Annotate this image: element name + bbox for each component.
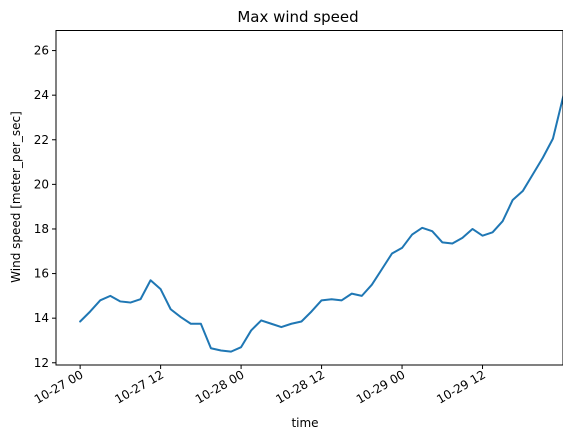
y-tick-label: 24 [34, 88, 49, 102]
y-axis: 12 14 16 18 20 22 24 26 [34, 44, 56, 370]
plot-area [55, 30, 563, 366]
x-tick-label: 10-28 00 [193, 367, 247, 406]
y-axis-label: Wind speed [meter_per_sec] [9, 111, 23, 283]
x-tick-label: 10-27 12 [112, 367, 166, 406]
x-axis-label: time [291, 416, 318, 430]
y-tick-label: 14 [34, 311, 49, 325]
x-tick-label: 10-27 00 [32, 367, 86, 406]
x-tick-label: 10-29 00 [354, 367, 408, 406]
y-tick-label: 18 [34, 222, 49, 236]
y-tick-label: 20 [34, 177, 49, 191]
x-tick-label: 10-29 12 [434, 367, 488, 406]
y-tick-label: 26 [34, 44, 49, 58]
x-tick-label: 10-28 12 [273, 367, 327, 406]
x-axis: 10-27 00 10-27 12 10-28 00 10-28 12 10-29 00… [32, 365, 488, 407]
y-tick-label: 16 [34, 267, 49, 281]
axes-frame [55, 30, 563, 366]
y-tick-label: 12 [34, 356, 49, 370]
y-tick-label: 22 [34, 133, 49, 147]
chart-title: Max wind speed [237, 8, 358, 26]
series-line-max-wind-speed [79, 93, 563, 353]
